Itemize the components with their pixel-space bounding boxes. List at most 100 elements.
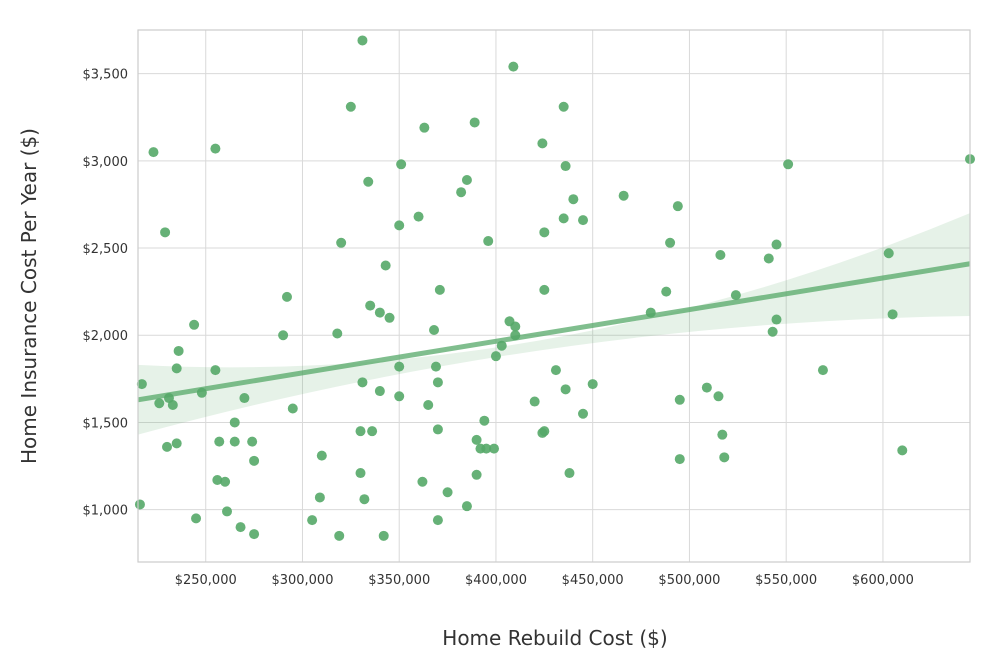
data-point xyxy=(210,365,221,376)
data-point xyxy=(191,513,202,524)
data-point xyxy=(222,506,233,517)
data-point xyxy=(281,291,292,302)
data-point xyxy=(434,284,445,295)
data-point xyxy=(359,494,370,505)
data-point xyxy=(432,515,443,526)
data-point xyxy=(235,522,246,533)
data-point xyxy=(396,159,407,170)
data-point xyxy=(249,529,260,540)
data-point xyxy=(771,314,782,325)
data-point xyxy=(897,445,908,456)
data-point xyxy=(154,398,165,409)
data-point xyxy=(783,159,794,170)
data-point xyxy=(214,436,225,447)
data-point xyxy=(357,35,368,46)
data-point xyxy=(171,363,182,374)
data-point xyxy=(558,101,569,112)
confidence-band-area xyxy=(138,213,970,435)
data-point xyxy=(160,227,171,238)
x-tick-label: $350,000 xyxy=(368,573,430,588)
data-point xyxy=(417,476,428,487)
data-point xyxy=(419,122,430,133)
data-point xyxy=(560,161,571,172)
data-point xyxy=(539,284,550,295)
data-point xyxy=(479,415,490,426)
data-point xyxy=(672,201,683,212)
data-point xyxy=(883,248,894,259)
data-point xyxy=(363,176,374,187)
y-tick-label: $2,500 xyxy=(83,242,129,257)
data-point xyxy=(489,443,500,454)
data-point xyxy=(432,424,443,435)
data-point xyxy=(332,328,343,339)
x-axis-ticks: $250,000 $300,000 $350,000 $400,000 $450,000… xyxy=(175,573,914,588)
data-point xyxy=(316,450,327,461)
data-point xyxy=(817,365,828,376)
data-point xyxy=(701,382,712,393)
data-point xyxy=(715,250,726,261)
data-point xyxy=(564,468,575,479)
y-tick-label: $1,500 xyxy=(83,416,129,431)
data-point xyxy=(618,190,629,201)
data-point xyxy=(771,239,782,250)
data-point xyxy=(578,215,589,226)
y-tick-label: $3,500 xyxy=(83,68,129,83)
grid-lines xyxy=(138,30,970,562)
data-point xyxy=(210,143,221,154)
data-point xyxy=(249,455,260,466)
data-point xyxy=(307,515,318,526)
data-point xyxy=(713,391,724,402)
data-point xyxy=(461,175,472,186)
data-point xyxy=(578,408,589,419)
data-point xyxy=(481,443,492,454)
data-point xyxy=(413,211,424,222)
data-point xyxy=(719,452,730,463)
data-point xyxy=(537,138,548,149)
data-point xyxy=(529,396,540,407)
data-point xyxy=(374,386,385,397)
data-point xyxy=(665,237,676,248)
x-axis-title: Home Rebuild Cost ($) xyxy=(442,626,667,650)
data-point xyxy=(374,307,385,318)
data-point xyxy=(587,379,598,390)
data-point xyxy=(558,213,569,224)
data-point xyxy=(429,325,440,336)
x-tick-label: $250,000 xyxy=(175,573,237,588)
data-point xyxy=(394,220,405,231)
data-point xyxy=(334,530,345,541)
data-point xyxy=(247,436,258,447)
y-tick-label: $3,000 xyxy=(83,155,129,170)
data-point xyxy=(483,236,494,247)
data-point xyxy=(357,377,368,388)
data-point xyxy=(508,61,519,72)
y-axis-title: Home Insurance Cost Per Year ($) xyxy=(17,128,41,464)
data-point xyxy=(461,501,472,512)
data-point xyxy=(384,312,395,323)
data-point xyxy=(173,345,184,356)
data-point xyxy=(229,417,240,428)
data-point xyxy=(394,361,405,372)
data-point xyxy=(490,351,501,362)
data-point xyxy=(471,434,482,445)
plot-border xyxy=(137,29,971,563)
regression-line-group xyxy=(137,261,971,403)
y-axis-ticks: $1,000 $1,500 $2,000 $2,500 $3,000 $3,500 xyxy=(83,68,129,519)
data-point xyxy=(239,393,250,404)
x-tick-label: $300,000 xyxy=(271,573,333,588)
data-point xyxy=(314,492,325,503)
data-point xyxy=(674,394,685,405)
data-point xyxy=(887,309,898,320)
data-point xyxy=(767,326,778,337)
x-tick-label: $500,000 xyxy=(658,573,720,588)
data-point xyxy=(136,379,147,390)
data-point xyxy=(189,319,200,330)
data-point xyxy=(378,530,389,541)
data-point xyxy=(394,391,405,402)
data-point xyxy=(471,469,482,480)
data-point xyxy=(148,147,159,158)
data-point xyxy=(345,101,356,112)
data-point xyxy=(287,403,298,414)
x-tick-label: $600,000 xyxy=(852,573,914,588)
data-point xyxy=(423,400,434,411)
